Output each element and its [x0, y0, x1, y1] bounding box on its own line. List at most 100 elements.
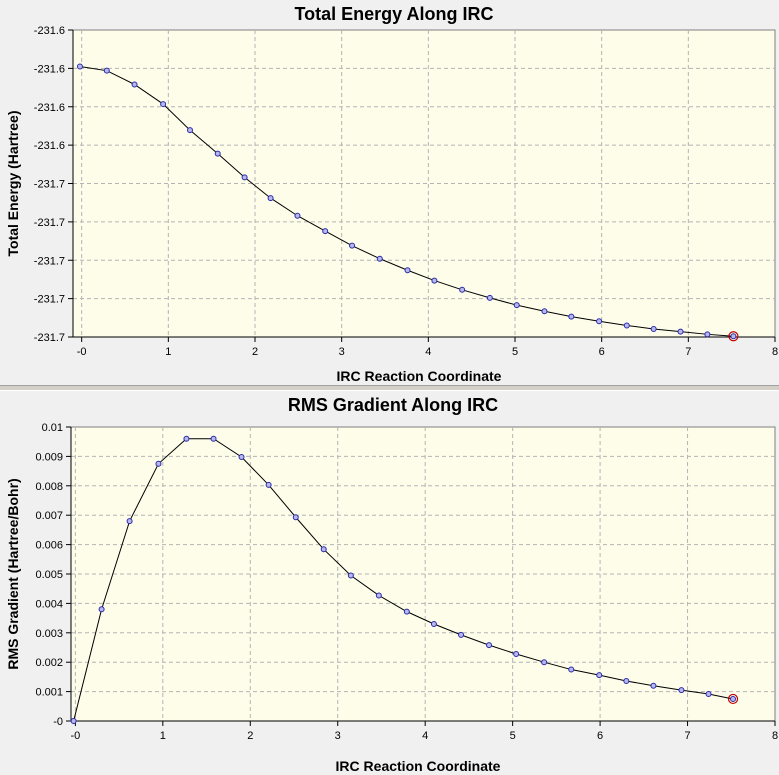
gradient-data-point: [486, 642, 493, 649]
energy-x-tick-label: 4: [425, 346, 431, 358]
gradient-y-tick-label: 0.003: [35, 628, 63, 640]
energy-x-tick-label: 5: [512, 346, 518, 358]
gradient-y-tick-label: 0.002: [35, 657, 63, 669]
energy-x-tick-label: 3: [339, 346, 345, 358]
gradient-data-point: [238, 453, 245, 460]
gradient-data-point: [320, 546, 327, 553]
gradient-y-tick-label: 0.005: [35, 569, 63, 581]
energy-data-point: [187, 127, 193, 134]
gradient-data-point: [126, 518, 133, 525]
energy-data-point: [376, 255, 383, 262]
energy-data-point: [349, 242, 356, 249]
gradient-y-tick-label: 0.004: [35, 598, 63, 610]
energy-data-point: [103, 67, 110, 74]
energy-data-point: [704, 331, 711, 338]
energy-x-tick-label: 1: [165, 346, 171, 358]
energy-y-tick-label: -231.6: [34, 63, 65, 75]
energy-y-tick-label: -231.7: [34, 255, 65, 267]
gradient-data-point: [155, 460, 162, 467]
energy-data-point: [677, 328, 684, 335]
energy-x-tick-label: 6: [599, 346, 605, 358]
gradient-x-tick-label: 6: [597, 730, 603, 742]
energy-x-tick-label: 2: [252, 346, 258, 358]
energy-chart-panel: -0 1 2 3 4 5 6 7 8 -231.6 -231.6 -231.6 -231.6 -231.7…: [0, 0, 779, 386]
gradient-current-point-marker: [727, 693, 739, 705]
gradient-x-tick-label: 4: [422, 730, 428, 742]
gradient-x-tick-label: 2: [247, 730, 253, 742]
gradient-data-point: [183, 435, 190, 442]
gradient-data-point: [375, 592, 382, 599]
energy-y-tick-label: -231.7: [34, 294, 65, 306]
gradient-chart-panel: -0 1 2 3 4 5 6 7 8 -0 0.001 0.002 0.003 0.004 0.005 0.0…: [0, 390, 779, 775]
energy-y-tick-label: -231.7: [34, 179, 65, 191]
energy-x-tick-label: -0: [77, 346, 87, 358]
energy-data-point: [241, 174, 248, 181]
gradient-y-tick-label: 0.01: [42, 422, 63, 434]
energy-data-point: [568, 313, 575, 320]
energy-x-axis-label: IRC Reaction Coordinate: [337, 368, 502, 384]
gradient-x-axis-label: IRC Reaction Coordinate: [336, 758, 501, 774]
gradient-y-tick-label: 0.007: [35, 510, 63, 522]
energy-data-point: [160, 101, 167, 108]
gradient-data-point: [650, 682, 657, 689]
gradient-data-point: [403, 608, 410, 615]
gradient-data-point: [70, 718, 77, 724]
gradient-y-axis-label: RMS Gradient (Hartree/Bohr): [5, 478, 21, 669]
energy-data-point: [404, 267, 411, 274]
energy-y-tick-label: -231.7: [34, 217, 65, 229]
gradient-data-point: [596, 672, 603, 679]
energy-data-point: [322, 228, 329, 235]
gradient-data-point: [265, 481, 272, 488]
energy-data-point: [541, 308, 548, 315]
energy-y-tick-label: -231.7: [34, 332, 65, 344]
energy-data-point: [131, 81, 138, 88]
gradient-data-point: [458, 631, 465, 638]
energy-data-point: [513, 302, 520, 309]
gradient-data-point: [568, 666, 575, 673]
gradient-x-tick-label: -0: [70, 730, 80, 742]
gradient-x-tick-label: 3: [335, 730, 341, 742]
gradient-x-tick-label: 5: [510, 730, 516, 742]
gradient-data-point: [705, 690, 712, 697]
energy-data-point: [623, 322, 630, 329]
energy-data-point: [486, 294, 493, 301]
gradient-data-point: [210, 435, 217, 442]
energy-chart-title: Total Energy Along IRC: [294, 4, 493, 24]
energy-x-tick-label: 7: [685, 346, 691, 358]
energy-data-point: [431, 277, 438, 284]
gradient-y-tick-label: 0.006: [35, 540, 63, 552]
gradient-y-tick-label: -0: [53, 716, 63, 728]
energy-data-point: [214, 150, 221, 157]
gradient-data-point: [678, 687, 685, 694]
gradient-x-tick-label: 8: [772, 730, 778, 742]
gradient-data-point: [623, 678, 630, 685]
gradient-chart: -0 1 2 3 4 5 6 7 8 -0 0.001 0.002 0.003 0.004 0.005 0.0…: [5, 395, 778, 774]
energy-data-point: [730, 333, 737, 340]
energy-y-axis-label: Total Energy (Hartree): [5, 111, 21, 257]
energy-chart: -0 1 2 3 4 5 6 7 8 -231.6 -231.6 -231.6 -231.6 -231.7…: [5, 4, 778, 384]
gradient-data-point: [730, 695, 737, 702]
gradient-x-tick-label: 7: [684, 730, 690, 742]
gradient-data-point: [541, 659, 548, 666]
energy-current-point-marker: [728, 331, 739, 342]
energy-data-point: [596, 318, 603, 325]
gradient-data-point: [430, 620, 437, 627]
gradient-y-tick-label: 0.008: [35, 481, 63, 493]
energy-data-point: [294, 212, 301, 219]
gradient-y-tick-label: 0.009: [35, 451, 63, 463]
gradient-chart-title: RMS Gradient Along IRC: [288, 395, 498, 415]
gradient-data-point: [513, 650, 520, 657]
energy-y-tick-label: -231.6: [34, 140, 65, 152]
energy-x-tick-label: 8: [772, 346, 778, 358]
gradient-x-tick-label: 1: [160, 730, 166, 742]
gradient-data-point: [292, 514, 299, 521]
energy-data-point: [459, 286, 466, 293]
energy-y-tick-label: -231.6: [34, 102, 65, 114]
energy-y-tick-label: -231.6: [34, 25, 65, 37]
gradient-y-tick-label: 0.001: [35, 687, 63, 699]
gradient-data-point: [98, 606, 105, 613]
gradient-data-point: [347, 572, 354, 579]
energy-data-point: [267, 195, 274, 202]
energy-data-point: [76, 63, 83, 70]
energy-data-point: [650, 325, 657, 332]
